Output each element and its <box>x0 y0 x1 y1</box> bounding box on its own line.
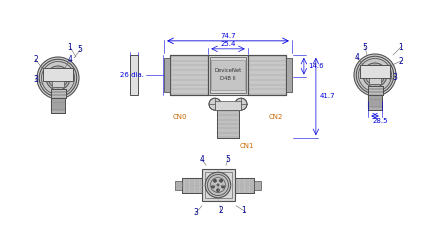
Text: 41.7: 41.7 <box>320 94 336 100</box>
Text: 2: 2 <box>219 206 223 215</box>
Bar <box>43 67 73 81</box>
Bar <box>201 169 234 201</box>
Circle shape <box>235 98 247 110</box>
Text: 5: 5 <box>226 155 230 164</box>
Circle shape <box>60 71 64 75</box>
Bar <box>208 55 248 95</box>
Circle shape <box>379 75 382 79</box>
Circle shape <box>356 56 394 94</box>
Circle shape <box>56 82 60 86</box>
Circle shape <box>220 179 223 182</box>
Bar <box>286 58 292 92</box>
Text: 4: 4 <box>67 55 73 65</box>
Bar <box>170 55 208 95</box>
Bar <box>234 178 254 192</box>
Circle shape <box>217 189 220 192</box>
Circle shape <box>221 185 224 188</box>
Bar <box>182 178 201 192</box>
Bar <box>50 89 65 97</box>
Bar <box>164 58 170 92</box>
Bar <box>211 60 245 90</box>
Circle shape <box>373 79 377 83</box>
Text: 3: 3 <box>33 76 39 84</box>
Text: 3: 3 <box>194 208 198 217</box>
Circle shape <box>50 78 54 82</box>
Text: 28.5: 28.5 <box>372 118 388 124</box>
Bar <box>217 110 239 138</box>
Bar <box>368 85 382 95</box>
Circle shape <box>217 184 219 186</box>
Bar <box>215 101 241 110</box>
Text: DeviceNet: DeviceNet <box>215 68 242 73</box>
Text: 5: 5 <box>78 46 82 54</box>
Bar <box>360 65 390 78</box>
Text: 2: 2 <box>399 56 403 66</box>
Text: 4: 4 <box>354 53 360 61</box>
Circle shape <box>62 78 66 82</box>
Text: 1: 1 <box>242 206 246 215</box>
Circle shape <box>205 172 231 198</box>
Text: 1: 1 <box>399 42 403 52</box>
Circle shape <box>57 77 59 79</box>
Text: 1: 1 <box>67 42 73 52</box>
Text: 25.4: 25.4 <box>220 41 236 47</box>
Bar <box>234 178 254 192</box>
Circle shape <box>370 68 374 72</box>
Circle shape <box>213 179 216 182</box>
Text: 26 dia.: 26 dia. <box>120 72 144 78</box>
Circle shape <box>209 98 221 110</box>
Circle shape <box>53 71 56 75</box>
Circle shape <box>46 66 70 90</box>
Text: 74.7: 74.7 <box>220 33 236 39</box>
Bar <box>368 85 382 95</box>
Bar <box>51 97 65 113</box>
Circle shape <box>377 68 380 72</box>
Circle shape <box>374 74 376 76</box>
Text: 14.6: 14.6 <box>308 63 324 69</box>
Bar <box>368 95 382 109</box>
Text: D4B II: D4B II <box>220 77 236 82</box>
Bar <box>369 78 381 84</box>
Bar <box>204 172 232 198</box>
Text: 3: 3 <box>393 72 397 82</box>
Text: CN0: CN0 <box>173 114 187 120</box>
Text: 4: 4 <box>200 155 204 164</box>
Bar <box>248 55 286 95</box>
Bar <box>210 57 245 93</box>
Bar <box>248 55 286 95</box>
Circle shape <box>39 59 77 97</box>
Bar <box>52 81 64 87</box>
Text: CN1: CN1 <box>240 143 254 149</box>
Bar <box>50 89 65 97</box>
Bar <box>182 178 201 192</box>
Bar <box>217 110 239 138</box>
Bar <box>254 180 261 190</box>
Circle shape <box>354 54 396 96</box>
Text: 5: 5 <box>363 42 368 52</box>
Text: CN2: CN2 <box>268 114 283 120</box>
Bar <box>130 55 138 95</box>
Text: 2: 2 <box>33 55 39 65</box>
Bar <box>368 95 382 109</box>
Circle shape <box>212 185 215 188</box>
Bar <box>170 55 208 95</box>
Bar <box>51 97 65 113</box>
Circle shape <box>37 57 79 99</box>
Bar <box>175 180 182 190</box>
Circle shape <box>368 75 371 79</box>
Circle shape <box>363 63 387 87</box>
